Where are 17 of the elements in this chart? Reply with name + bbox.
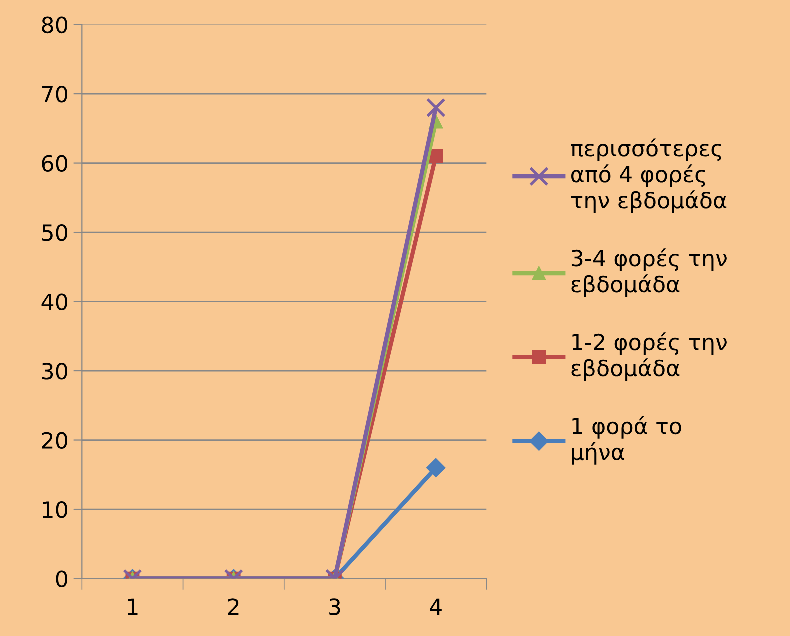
x-tick-label: 1 [128, 598, 138, 616]
y-tick-label: 10 [43, 501, 68, 518]
legend-label: 1 φορά το μήνα [572, 416, 682, 465]
legend-label: 3-4 φορές την εβδομάδα [572, 248, 727, 298]
x-tick-label: 2 [228, 598, 239, 616]
y-tick-label: 20 [42, 432, 68, 450]
y-tick-label: 80 [42, 16, 68, 34]
y-tick-label: 70 [42, 86, 68, 103]
y-tick-label: 50 [42, 224, 68, 242]
x-tick-label: 3 [330, 598, 340, 616]
y-tick-label: 60 [42, 155, 68, 172]
legend-label: περισσότερες από 4 φορές την εβδομάδα [571, 138, 727, 214]
legend-label: 1-2 φορές την εβδομάδα [572, 332, 727, 381]
y-tick-label: 30 [42, 362, 68, 380]
x-tick-label: 4 [430, 598, 442, 616]
y-tick-label: 40 [42, 294, 68, 311]
y-tick-label: 0 [56, 570, 68, 588]
